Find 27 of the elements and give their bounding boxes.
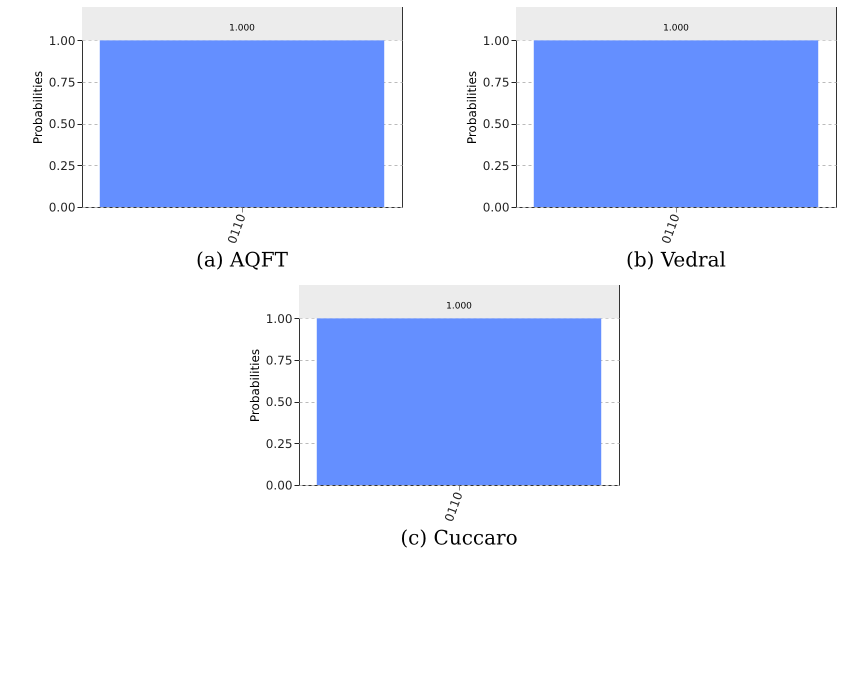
y-tick-label: 0.75 [266,354,292,368]
data-label: 1.000 [662,23,689,34]
y-tick-label: 0.00 [49,200,76,214]
text: (c) Cuccaro [400,526,518,550]
data-label: 1.000 [446,301,472,312]
y-tick-label: 1.00 [49,34,76,48]
x-tick-label: 0110 [442,490,466,524]
y-axis-title: Probabilities [464,70,479,144]
data-label: 1.000 [229,23,256,34]
text: (b) Vedral [626,248,726,272]
y-tick-label: 1.00 [266,312,292,326]
y-tick-label: 0.00 [482,200,510,214]
y-tick-label: 0.50 [266,395,292,410]
y-tick-label: 0.50 [49,117,76,132]
y-tick-label: 0.75 [482,76,510,90]
x-tick-label: 0110 [225,212,249,246]
y-tick-label: 0.00 [266,478,292,492]
text: (a) AQFT [196,248,289,272]
y-tick-label: 0.50 [482,117,510,132]
y-tick-label: 0.25 [266,436,292,451]
x-tick-label: 0110 [658,212,682,246]
y-tick-label: 1.00 [482,34,510,48]
y-tick-label: 0.25 [482,158,510,173]
y-tick-label: 0.25 [49,158,76,173]
y-tick-label: 0.75 [49,76,76,90]
y-axis-title: Probabilities [248,348,262,422]
y-axis-title: Probabilities [31,70,46,144]
